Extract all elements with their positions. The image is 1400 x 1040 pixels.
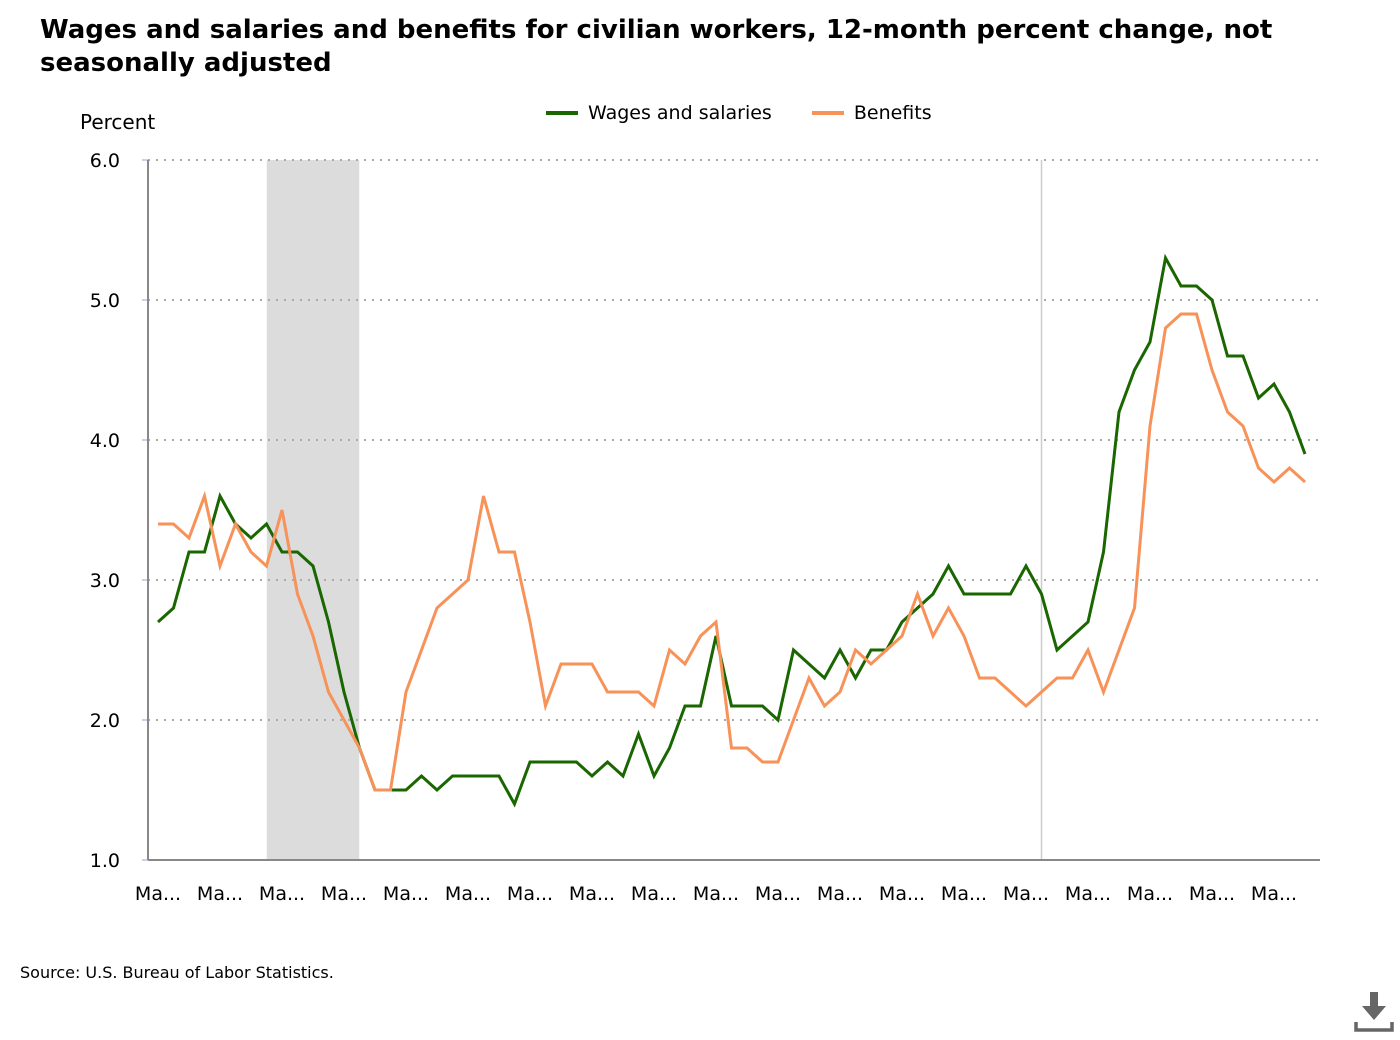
- x-tick-label: Ma...: [817, 883, 863, 905]
- x-tick-label: Ma...: [1127, 883, 1173, 905]
- x-tick-label: Ma...: [755, 883, 801, 905]
- x-tick-label: Ma...: [1189, 883, 1235, 905]
- x-tick-label: Ma...: [197, 883, 243, 905]
- source-note: Source: U.S. Bureau of Labor Statistics.: [20, 963, 334, 982]
- y-tick-label: 1.0: [90, 850, 120, 872]
- legend: Wages and salaries Benefits: [546, 102, 932, 124]
- x-tick-label: Ma...: [1251, 883, 1297, 905]
- y-axis-label: Percent: [80, 110, 156, 134]
- legend-label-wages: Wages and salaries: [588, 102, 772, 124]
- legend-item-wages[interactable]: Wages and salaries: [546, 102, 772, 124]
- x-tick-label: Ma...: [631, 883, 677, 905]
- x-tick-label: Ma...: [1065, 883, 1111, 905]
- y-tick-label: 4.0: [90, 430, 120, 452]
- x-tick-label: Ma...: [1003, 883, 1049, 905]
- legend-swatch-benefits: [811, 111, 844, 115]
- legend-item-benefits[interactable]: Benefits: [811, 102, 932, 124]
- x-tick-label: Ma...: [321, 883, 367, 905]
- series-line-wages: [156, 253, 1307, 808]
- x-tick-label: Ma...: [259, 883, 305, 905]
- series-line-benefits: [158, 312, 1307, 792]
- chart-title: Wages and salaries and benefits for civi…: [40, 15, 1273, 78]
- legend-label-benefits: Benefits: [853, 102, 932, 124]
- download-icon[interactable]: [1352, 990, 1396, 1034]
- x-tick-label: Ma...: [879, 883, 925, 905]
- x-tick-label: Ma...: [507, 883, 553, 905]
- y-tick-label: 3.0: [90, 570, 120, 592]
- legend-swatch-wages: [546, 111, 578, 115]
- x-tick-label: Ma...: [445, 883, 491, 905]
- y-tick-label: 6.0: [90, 150, 120, 172]
- x-tick-label: Ma...: [383, 883, 429, 905]
- x-tick-label: Ma...: [941, 883, 987, 905]
- x-tick-label: Ma...: [693, 883, 739, 905]
- x-tick-label: Ma...: [135, 883, 181, 905]
- y-tick-label: 2.0: [90, 710, 120, 732]
- x-tick-label: Ma...: [569, 883, 615, 905]
- y-tick-label: 5.0: [90, 290, 120, 312]
